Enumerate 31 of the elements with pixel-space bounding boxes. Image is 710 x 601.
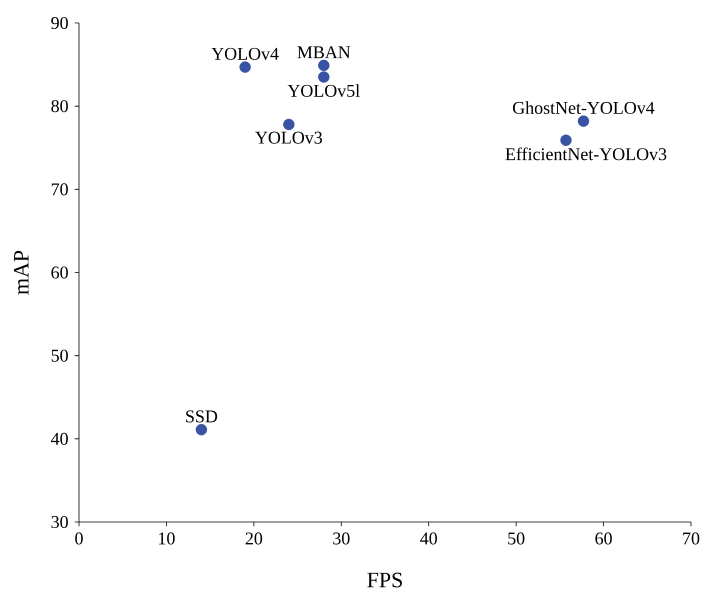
y-tick-label: 70	[52, 183, 68, 196]
point	[560, 134, 572, 146]
annotation: GhostNet-YOLOv4	[512, 101, 654, 114]
x-tick-label: 50	[508, 532, 524, 545]
y-tick-label: 30	[51, 516, 68, 528]
point	[239, 61, 251, 73]
y-tick-label: 60	[51, 266, 68, 279]
y-tick-label: 90	[51, 16, 68, 30]
x-tick-label: 40	[420, 532, 437, 545]
point	[318, 71, 330, 83]
x-tick-label: 0	[75, 532, 83, 545]
point	[578, 115, 590, 127]
x-axis-title: FPS	[367, 572, 402, 588]
x-tick-label: 10	[159, 532, 175, 545]
x-tick-label: 60	[595, 532, 612, 545]
y-tick-label: 80	[51, 100, 68, 112]
annotation: YOLOv5l	[288, 84, 360, 97]
y-tick-label: 40	[50, 432, 68, 445]
annotation: YOLOv4	[211, 48, 279, 60]
x-tick-label: 30	[333, 532, 350, 545]
x-tick-label: 20	[246, 532, 262, 545]
annotation: YOLOv3	[255, 132, 322, 144]
annotation: EfficientNet-YOLOv3	[505, 147, 666, 160]
y-axis-title: mAP	[14, 250, 28, 295]
point	[196, 424, 208, 436]
point	[283, 118, 295, 130]
annotation: MBAN	[297, 46, 350, 58]
x-tick-label: 70	[683, 532, 700, 545]
point	[318, 60, 330, 72]
y-tick-label: 50	[52, 350, 68, 362]
annotation: SSD	[186, 410, 218, 422]
